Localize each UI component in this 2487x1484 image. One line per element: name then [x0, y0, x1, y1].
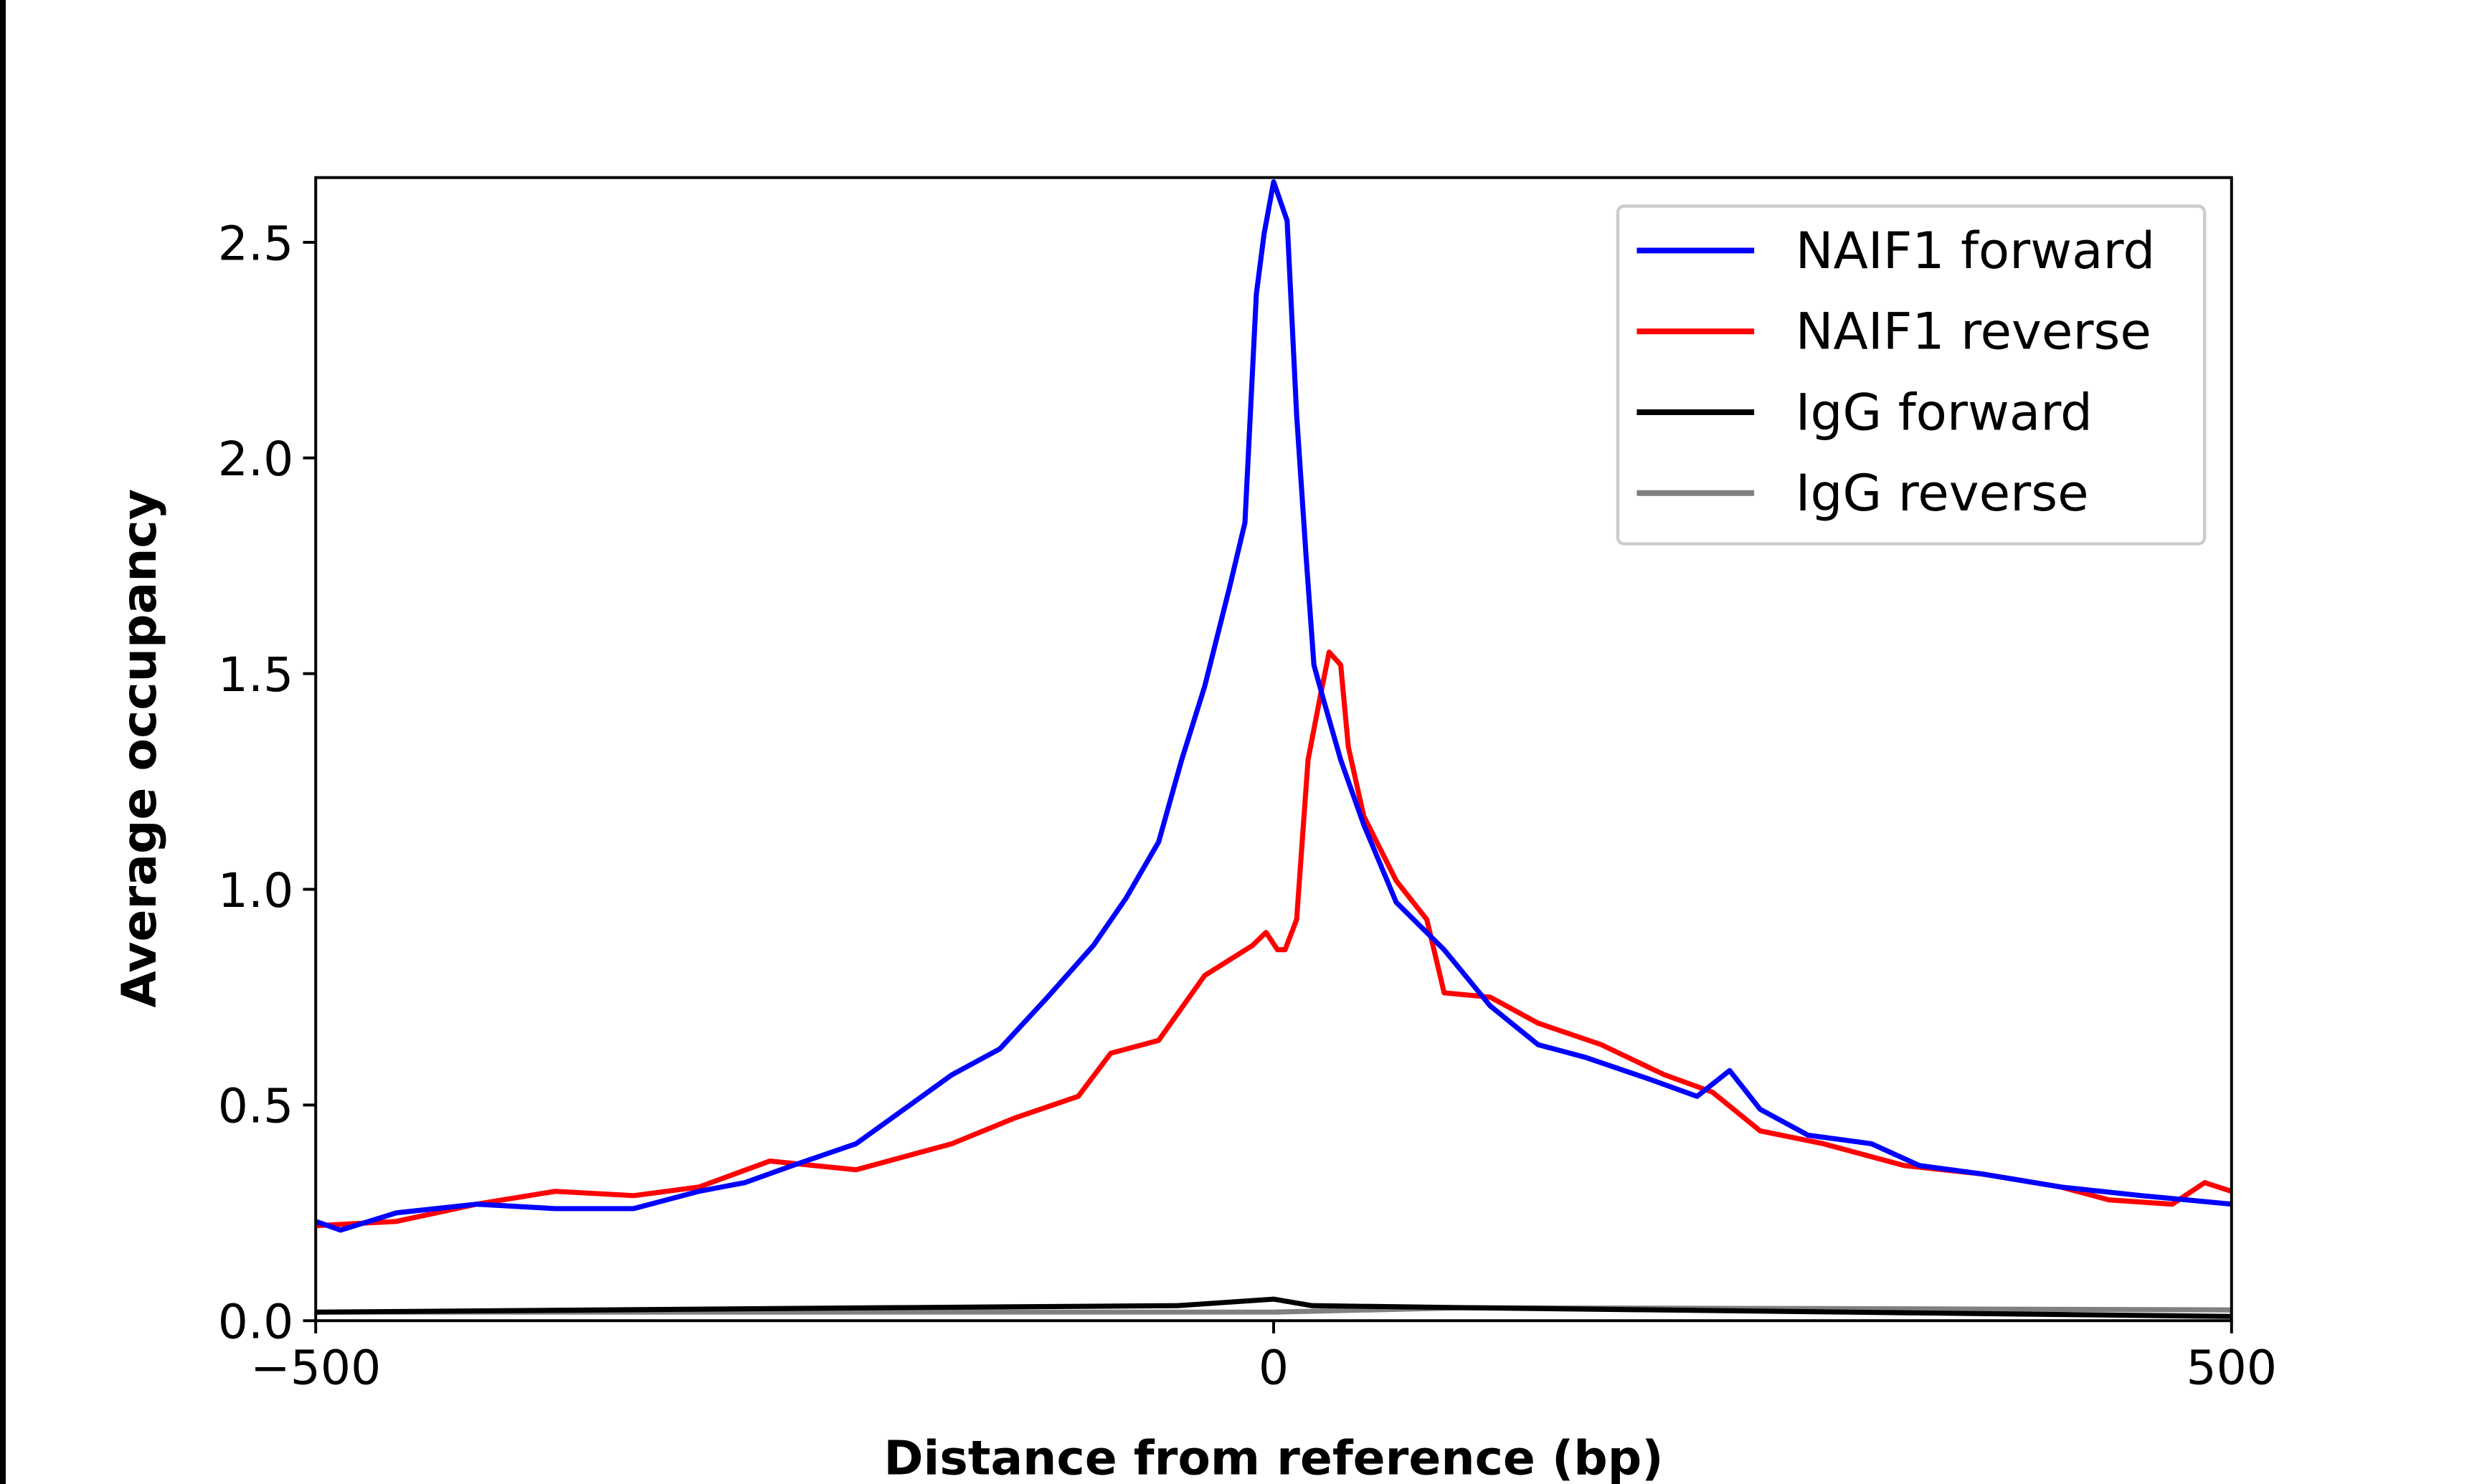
y-axis-label: Average occupancy — [111, 489, 167, 1008]
series-line-0 — [315, 179, 2232, 1233]
y-axis: 0.0 0.5 1.0 1.5 2.0 2.5 — [218, 215, 316, 1350]
x-tick-label: 0 — [1259, 1340, 1289, 1396]
left-border — [0, 0, 6, 1484]
y-tick-label: 2.5 — [218, 215, 293, 271]
y-tick-label: 1.0 — [218, 862, 293, 918]
legend-box — [1616, 204, 2207, 546]
y-tick-label: 0.0 — [218, 1294, 293, 1350]
x-axis: −500 0 500 — [250, 1321, 2277, 1396]
series-line-2 — [316, 1296, 2232, 1319]
x-axis-label: Distance from reference (bp) — [884, 1430, 1663, 1484]
legend-entry-0: NAIF1 forward — [1796, 221, 2156, 280]
legend-entry-3: IgG reverse — [1796, 463, 2089, 523]
legend-entry-2: IgG forward — [1796, 382, 2093, 442]
series-line-1 — [316, 650, 2232, 1229]
x-tick-label: −500 — [250, 1340, 381, 1396]
legend: NAIF1 forward NAIF1 reverse IgG forward IgG… — [1616, 204, 2207, 546]
series-lines — [315, 179, 2232, 1319]
x-tick-label: 500 — [2186, 1340, 2277, 1396]
y-tick-label: 1.5 — [218, 647, 293, 703]
y-tick-label: 0.5 — [218, 1078, 293, 1134]
y-tick-label: 2.0 — [218, 431, 293, 487]
series-line-3 — [316, 1305, 2232, 1315]
legend-entry-1: NAIF1 reverse — [1796, 302, 2151, 361]
